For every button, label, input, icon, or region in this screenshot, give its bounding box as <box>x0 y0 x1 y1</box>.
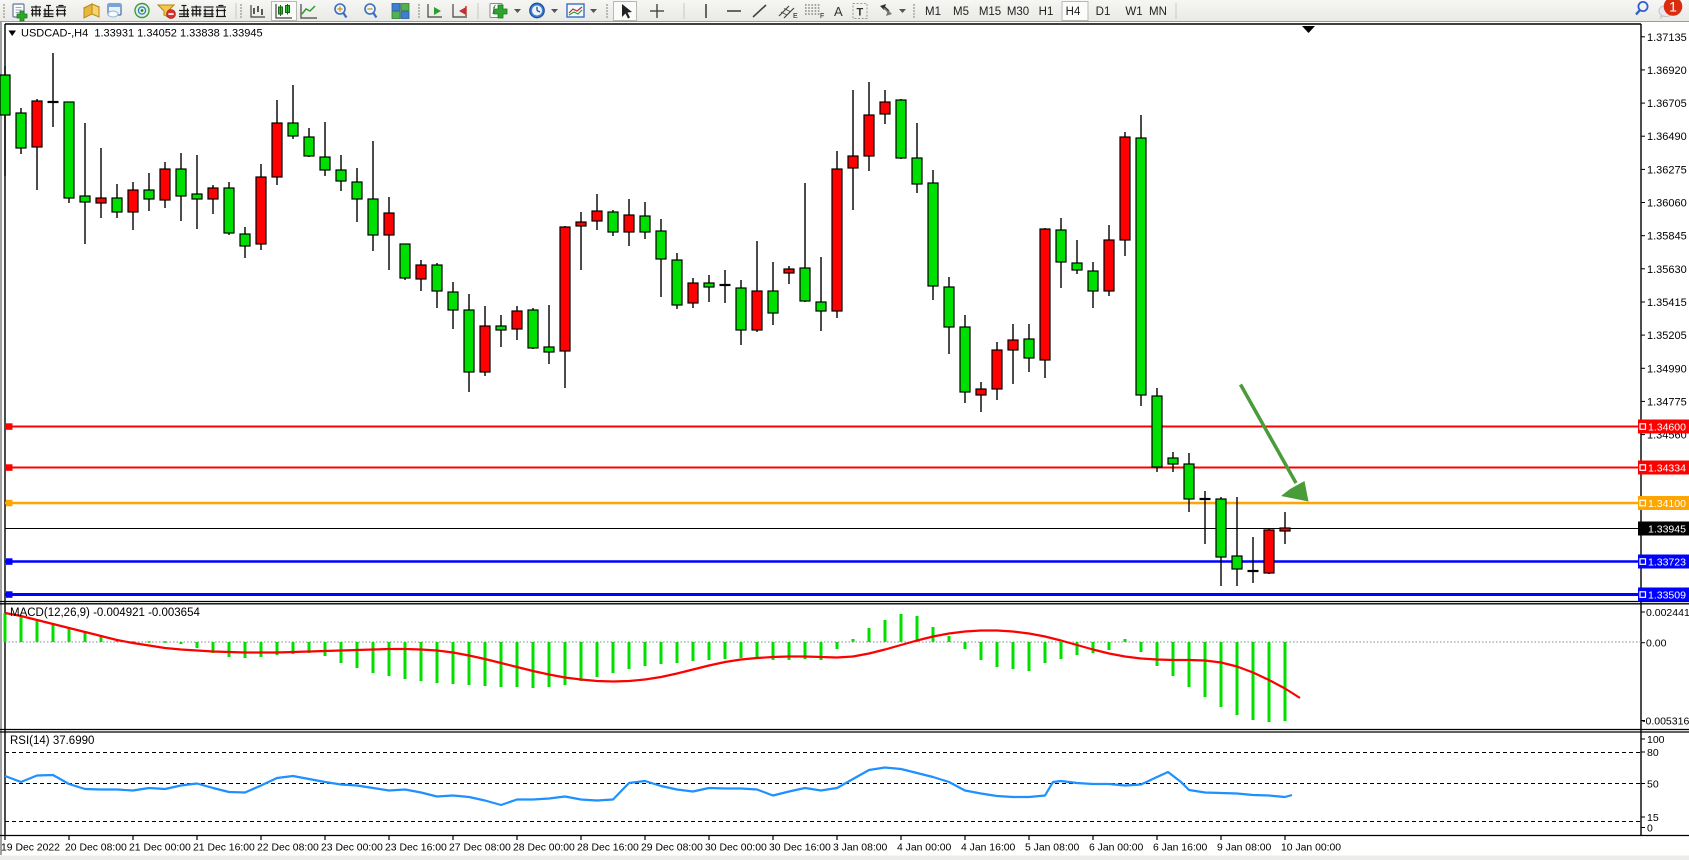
svg-text:6 Jan 00:00: 6 Jan 00:00 <box>1089 843 1144 854</box>
svg-text:19 Dec 2022: 19 Dec 2022 <box>1 843 60 854</box>
svg-text:H4: H4 <box>1066 6 1081 18</box>
svg-text:F: F <box>820 13 824 20</box>
svg-text:1.35415: 1.35415 <box>1647 297 1687 309</box>
svg-text:30 Dec 00:00: 30 Dec 00:00 <box>705 843 767 854</box>
svg-text:1: 1 <box>1669 0 1677 15</box>
svg-text:1.33723: 1.33723 <box>1648 557 1686 569</box>
svg-text:22 Dec 08:00: 22 Dec 08:00 <box>257 843 319 854</box>
svg-text:E: E <box>793 13 798 20</box>
svg-text:A: A <box>834 4 843 19</box>
svg-text:1.36490: 1.36490 <box>1647 131 1687 143</box>
svg-text:USDCAD-,H4 1.33931 1.34052 1.: USDCAD-,H4 1.33931 1.34052 1.33838 1.339… <box>21 28 263 40</box>
svg-text:10 Jan 00:00: 10 Jan 00:00 <box>1281 843 1341 854</box>
svg-text:1.36060: 1.36060 <box>1647 198 1687 210</box>
svg-text:M5: M5 <box>953 6 969 18</box>
svg-text:6 Jan 16:00: 6 Jan 16:00 <box>1153 843 1208 854</box>
svg-text:20 Dec 08:00: 20 Dec 08:00 <box>65 843 127 854</box>
svg-text:1.36275: 1.36275 <box>1647 164 1687 176</box>
svg-text:9 Jan 08:00: 9 Jan 08:00 <box>1217 843 1272 854</box>
svg-text:1.33509: 1.33509 <box>1648 590 1686 602</box>
svg-text:T: T <box>857 7 864 19</box>
svg-text:M1: M1 <box>925 6 941 18</box>
svg-text:1.34990: 1.34990 <box>1647 363 1687 375</box>
svg-text:4 Jan 16:00: 4 Jan 16:00 <box>961 843 1016 854</box>
svg-text:1.33945: 1.33945 <box>1648 524 1686 536</box>
svg-text:23 Dec 00:00: 23 Dec 00:00 <box>321 843 383 854</box>
svg-text:0.002441: 0.002441 <box>1646 607 1689 619</box>
svg-text:-0.005316: -0.005316 <box>1642 716 1689 728</box>
svg-text:1.34600: 1.34600 <box>1648 422 1686 434</box>
svg-text:1.35845: 1.35845 <box>1647 231 1687 243</box>
svg-text:1.35205: 1.35205 <box>1647 330 1687 342</box>
svg-text:4 Jan 00:00: 4 Jan 00:00 <box>897 843 952 854</box>
svg-text:RSI(14) 37.6990: RSI(14) 37.6990 <box>10 735 94 747</box>
svg-text:MN: MN <box>1149 6 1167 18</box>
svg-text:15: 15 <box>1647 812 1659 824</box>
svg-text:50: 50 <box>1647 779 1659 791</box>
svg-text:M30: M30 <box>1007 6 1029 18</box>
svg-text:21 Dec 16:00: 21 Dec 16:00 <box>193 843 255 854</box>
svg-text:23 Dec 16:00: 23 Dec 16:00 <box>385 843 447 854</box>
svg-text:D1: D1 <box>1096 6 1111 18</box>
svg-text:30 Dec 16:00: 30 Dec 16:00 <box>769 843 831 854</box>
svg-text:W1: W1 <box>1125 6 1142 18</box>
svg-text:M15: M15 <box>979 6 1001 18</box>
svg-text:1.36705: 1.36705 <box>1647 98 1687 110</box>
svg-text:1.35630: 1.35630 <box>1647 264 1687 276</box>
svg-text:0.00: 0.00 <box>1646 638 1667 650</box>
svg-text:28 Dec 00:00: 28 Dec 00:00 <box>513 843 575 854</box>
svg-text:21 Dec 00:00: 21 Dec 00:00 <box>129 843 191 854</box>
svg-text:0: 0 <box>1647 823 1653 835</box>
svg-text:3 Jan 08:00: 3 Jan 08:00 <box>833 843 888 854</box>
svg-text:1.34334: 1.34334 <box>1648 463 1686 475</box>
svg-text:1.34775: 1.34775 <box>1647 396 1687 408</box>
svg-text:29 Dec 08:00: 29 Dec 08:00 <box>641 843 703 854</box>
svg-text:H1: H1 <box>1039 6 1054 18</box>
svg-text:1.34100: 1.34100 <box>1648 498 1686 510</box>
svg-text:1.36920: 1.36920 <box>1647 65 1687 77</box>
svg-text:100: 100 <box>1647 734 1665 746</box>
svg-text:27 Dec 08:00: 27 Dec 08:00 <box>449 843 511 854</box>
svg-text:80: 80 <box>1647 747 1659 759</box>
svg-text:MACD(12,26,9) -0.004921 -0.003: MACD(12,26,9) -0.004921 -0.003654 <box>10 607 200 619</box>
svg-text:5 Jan 08:00: 5 Jan 08:00 <box>1025 843 1080 854</box>
svg-text:1.37135: 1.37135 <box>1647 32 1687 44</box>
svg-text:28 Dec 16:00: 28 Dec 16:00 <box>577 843 639 854</box>
